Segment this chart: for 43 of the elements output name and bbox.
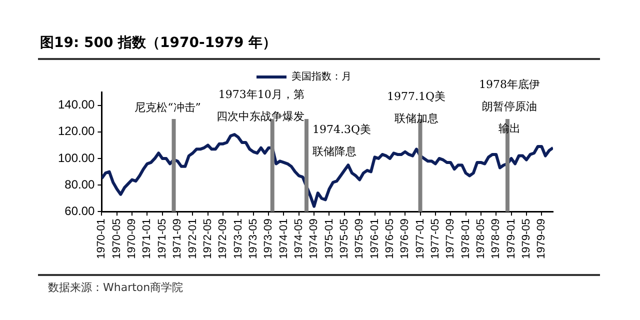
x-tick-label: 1970-01 <box>96 218 108 260</box>
x-tick-label: 1971-09 <box>172 218 184 260</box>
x-tick-label: 1973-05 <box>247 218 260 260</box>
x-tick-label: 1970-05 <box>110 218 123 260</box>
x-tick-label: 1976-05 <box>384 218 396 260</box>
y-tick-label: 60.00 <box>64 204 96 218</box>
x-tick-label: 1975-05 <box>338 218 350 260</box>
x-tick-label: 1978-01 <box>460 218 472 260</box>
x-tick-label: 1978-05 <box>474 218 487 260</box>
x-tick-label: 1978-09 <box>490 218 502 260</box>
x-tick-label: 1975-01 <box>323 218 336 260</box>
x-tick-label: 1971-05 <box>156 218 168 260</box>
y-tick-label: 80.00 <box>64 177 96 192</box>
ref-line-label: 1974.3Q美联储降息 <box>312 122 372 158</box>
x-tick-label: 1972-05 <box>202 218 214 260</box>
chart-title: 图19: 500 指数（1970-1979 年） <box>40 34 277 52</box>
y-tick-label: 120.00 <box>58 124 96 138</box>
x-tick-label: 1971-01 <box>141 218 154 260</box>
legend-label: 美国指数：月 <box>292 70 352 83</box>
y-tick-label: 100.00 <box>58 150 96 165</box>
x-tick-label: 1979-09 <box>536 218 548 260</box>
ref-line-label: 1978年底伊朗暂停原油输出 <box>478 78 540 135</box>
x-tick-label: 1973-09 <box>262 218 275 260</box>
y-tick-label: 140.00 <box>58 98 96 112</box>
x-tick-label: 1976-09 <box>399 218 412 260</box>
ref-line-label: 尼克松“冲击” <box>134 100 201 114</box>
ref-line-label: 1977.1Q美联储加息 <box>387 90 446 125</box>
x-tick-label: 1972-09 <box>217 218 230 260</box>
x-tick-label: 1974-01 <box>278 218 290 260</box>
x-tick-label: 1975-09 <box>354 218 366 260</box>
x-tick-label: 1977-09 <box>444 218 457 260</box>
x-tick-label: 1972-01 <box>186 218 199 260</box>
x-tick-label: 1970-09 <box>126 218 138 260</box>
x-tick-label: 1979-01 <box>505 218 518 260</box>
x-tick-label: 1977-01 <box>414 218 426 260</box>
x-tick-label: 1974-05 <box>292 218 305 260</box>
x-tick-label: 1979-05 <box>520 218 532 260</box>
source-note: 数据来源：Wharton商学院 <box>48 280 184 295</box>
x-tick-label: 1974-09 <box>308 218 320 260</box>
ref-line-label: 1973年10月，第四次中东战争爆发 <box>216 88 304 123</box>
x-tick-label: 1977-05 <box>429 218 442 260</box>
x-tick-label: 1973-01 <box>232 218 244 260</box>
x-tick-label: 1976-01 <box>368 218 381 260</box>
